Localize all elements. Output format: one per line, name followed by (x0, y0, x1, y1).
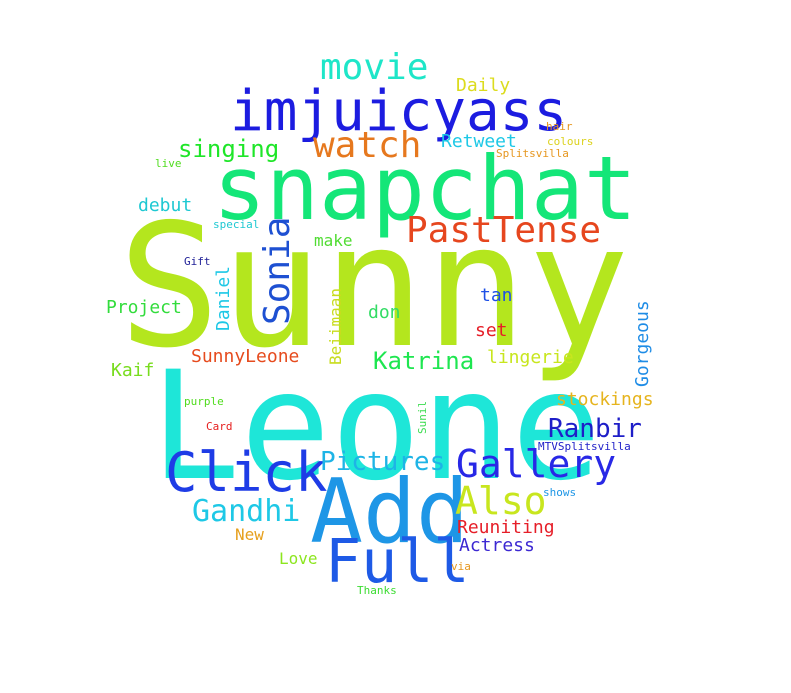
word-click: Click (165, 441, 328, 504)
word-project: Project (106, 297, 182, 318)
word-add: Add (310, 460, 469, 563)
word-gandhi: Gandhi (192, 494, 300, 529)
word-hair: hair (546, 120, 573, 133)
word-singing: singing (178, 135, 279, 163)
word-card: Card (206, 420, 233, 433)
word-colours: colours (547, 135, 593, 148)
word-stockings: stockings (556, 389, 654, 410)
word-pasttense: PastTense (406, 210, 601, 251)
word-tan: tan (480, 285, 513, 306)
word-beiimaan: Beiimaan (326, 288, 345, 365)
word-leone: Leone (150, 340, 602, 514)
word-retweet: Retweet (441, 131, 517, 152)
word-daniel: Daniel (213, 266, 234, 331)
word-kaif: Kaif (111, 360, 154, 381)
word-reuniting: Reuniting (457, 517, 555, 538)
word-watch: watch (313, 125, 421, 166)
word-also: Also (455, 479, 547, 523)
word-gorgeous: Gorgeous (632, 300, 653, 387)
word-imjuicyass: imjuicyass (230, 79, 567, 144)
word-live: live (155, 157, 182, 170)
word-set: set (475, 320, 508, 341)
word-via: via (451, 560, 471, 573)
word-don: don (368, 302, 401, 323)
word-pictures: Pictures (320, 447, 445, 477)
word-katrina: Katrina (373, 347, 474, 375)
word-lingerie: lingerie (487, 347, 574, 368)
word-daily: Daily (456, 75, 510, 96)
word-movie: movie (320, 47, 428, 88)
word-thanks: Thanks (357, 584, 397, 597)
word-purple: purple (184, 395, 224, 408)
word-debut: debut (138, 195, 192, 216)
word-new: New (235, 525, 264, 544)
word-gift: Gift (184, 255, 211, 268)
word-sunny: Sunny (118, 188, 630, 386)
word-special: special (213, 218, 259, 231)
word-sunnyleone: SunnyLeone (191, 346, 299, 367)
word-mtvsplitsvilla: MTVSplitsvilla (538, 440, 631, 453)
word-full: Full (325, 527, 470, 597)
word-splitsvilla: Splitsvilla (496, 147, 569, 160)
word-snapchat: snapchat (213, 137, 637, 240)
word-shows: shows (543, 486, 576, 499)
word-sonia: Sonia (257, 217, 298, 325)
word-love: Love (279, 549, 318, 568)
word-sunil: Sunil (416, 401, 429, 434)
word-ranbir: Ranbir (548, 414, 642, 444)
word-actress: Actress (459, 535, 535, 556)
word-make: make (314, 231, 353, 250)
word-gallery: Gallery (456, 442, 616, 486)
